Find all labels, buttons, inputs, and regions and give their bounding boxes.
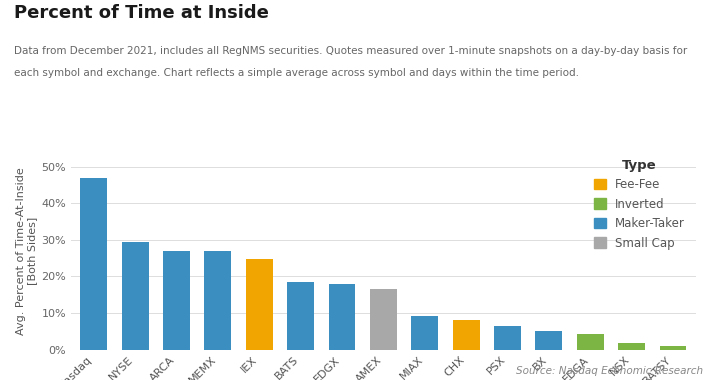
Text: Data from December 2021, includes all RegNMS securities. Quotes measured over 1-: Data from December 2021, includes all Re… [14,46,687,55]
Bar [453,320,479,350]
Text: each symbol and exchange. Chart reflects a simple average across symbol and days: each symbol and exchange. Chart reflects… [14,68,579,78]
Y-axis label: Avg. Percent of Time-At-Inside
[Both Sides]: Avg. Percent of Time-At-Inside [Both Sid… [16,167,37,335]
Bar [411,316,438,350]
Bar [535,331,562,350]
Bar [80,177,107,350]
Bar [618,343,645,350]
Bar [577,334,604,350]
Bar [329,285,356,350]
Bar [121,242,148,350]
Bar [288,282,314,350]
Text: Percent of Time at Inside: Percent of Time at Inside [14,4,269,22]
Legend: Fee-Fee, Inverted, Maker-Taker, Small Cap: Fee-Fee, Inverted, Maker-Taker, Small Ca… [589,154,690,254]
Bar [204,251,231,350]
Bar [494,326,521,350]
Text: Source: Nasdaq Economic Research: Source: Nasdaq Economic Research [515,366,703,376]
Bar [660,346,687,350]
Bar [246,259,273,350]
Bar [370,289,397,350]
Bar [163,251,190,350]
